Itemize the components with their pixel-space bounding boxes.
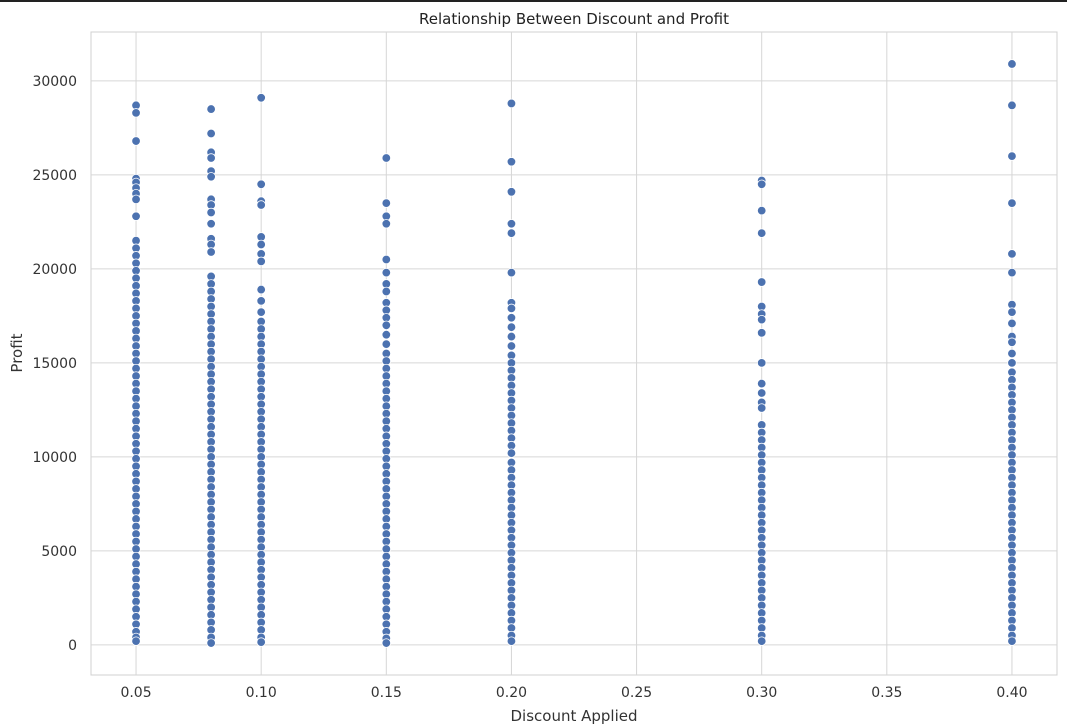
data-point xyxy=(1007,348,1017,359)
data-point xyxy=(131,211,141,221)
y-tick-label: 10000 xyxy=(32,450,77,466)
data-point xyxy=(131,194,141,205)
data-point xyxy=(206,172,216,182)
y-tick-label: 0 xyxy=(68,638,77,654)
top-border-line xyxy=(0,0,1067,2)
x-tick-label: 0.30 xyxy=(746,685,777,701)
data-point xyxy=(206,207,216,218)
data-point xyxy=(381,638,392,648)
data-point xyxy=(381,286,392,297)
y-tick-label: 5000 xyxy=(41,544,77,560)
data-point xyxy=(206,153,216,163)
data-point xyxy=(1007,151,1017,161)
data-point xyxy=(756,205,767,216)
data-point xyxy=(256,256,266,267)
data-point xyxy=(1007,318,1017,329)
data-point xyxy=(381,329,392,340)
data-points xyxy=(131,59,1017,648)
data-point xyxy=(506,303,517,314)
x-axis-label: Discount Applied xyxy=(510,707,637,725)
data-point xyxy=(506,313,517,323)
data-point xyxy=(756,328,767,338)
y-tick-labels: 0 5000 10000 15000 20000 25000 30000 xyxy=(32,74,77,654)
data-point xyxy=(256,284,266,295)
x-tick-labels: 0.05 0.10 0.15 0.20 0.25 0.30 0.35 0.40 xyxy=(120,685,1027,701)
data-point xyxy=(1007,249,1017,259)
data-point xyxy=(506,187,517,197)
data-point xyxy=(506,341,517,351)
x-tick-label: 0.20 xyxy=(496,685,527,701)
data-point xyxy=(1007,267,1017,278)
data-point xyxy=(256,200,266,210)
plot-area xyxy=(90,31,1058,676)
x-tick-label: 0.40 xyxy=(996,685,1027,701)
data-point xyxy=(381,219,392,229)
data-point xyxy=(381,267,392,278)
y-tick-label: 20000 xyxy=(32,262,77,278)
data-point xyxy=(381,320,392,330)
data-point xyxy=(206,104,216,114)
data-point xyxy=(131,108,141,118)
data-point xyxy=(756,388,767,398)
data-point xyxy=(206,247,216,257)
data-point xyxy=(206,128,216,139)
data-point xyxy=(256,93,266,103)
data-point xyxy=(506,331,517,342)
data-point xyxy=(756,403,767,413)
data-point xyxy=(756,277,767,287)
data-point xyxy=(1007,307,1017,317)
data-point xyxy=(506,98,517,109)
data-point xyxy=(381,254,392,265)
y-tick-label: 25000 xyxy=(32,168,77,184)
data-point xyxy=(756,179,767,189)
x-tick-label: 0.10 xyxy=(246,685,277,701)
data-point xyxy=(506,448,517,458)
y-tick-label: 30000 xyxy=(32,74,77,90)
data-point xyxy=(256,296,266,306)
data-point xyxy=(1007,636,1017,646)
data-point xyxy=(756,314,767,325)
data-point xyxy=(381,153,392,163)
data-point xyxy=(756,378,767,389)
data-point xyxy=(756,636,767,646)
data-point xyxy=(131,636,141,646)
data-point xyxy=(506,219,517,229)
chart-title: Relationship Between Discount and Profit xyxy=(419,10,729,28)
data-point xyxy=(256,179,266,189)
x-tick-label: 0.35 xyxy=(871,685,902,701)
data-point xyxy=(131,136,141,146)
y-tick-label: 15000 xyxy=(32,356,77,372)
data-point xyxy=(256,307,266,317)
x-tick-label: 0.25 xyxy=(621,685,652,701)
x-tick-label: 0.15 xyxy=(371,685,402,701)
data-point xyxy=(756,228,767,238)
y-axis-label: Profit xyxy=(8,333,26,372)
data-point xyxy=(256,239,266,250)
data-point xyxy=(206,219,216,229)
data-point xyxy=(1007,198,1017,208)
grid-lines xyxy=(91,32,1057,675)
data-point xyxy=(1007,100,1017,111)
data-point xyxy=(206,638,216,648)
data-point xyxy=(506,636,517,646)
data-point xyxy=(506,267,517,278)
data-point xyxy=(506,228,517,238)
data-point xyxy=(506,157,517,167)
data-point xyxy=(381,339,392,349)
data-point xyxy=(381,198,392,208)
data-point xyxy=(1007,337,1017,347)
data-point xyxy=(756,358,767,368)
x-tick-label: 0.05 xyxy=(120,685,151,701)
data-point xyxy=(506,322,517,332)
data-point xyxy=(256,637,266,647)
data-point xyxy=(1007,59,1017,69)
data-point xyxy=(1007,358,1017,368)
